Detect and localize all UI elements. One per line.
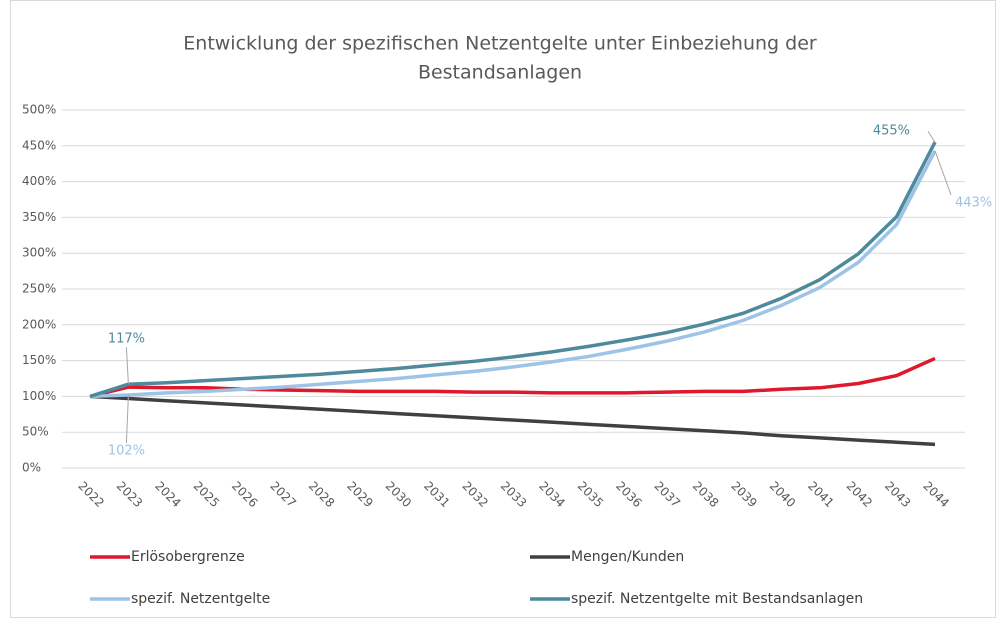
y-tick-label: 150%	[22, 353, 56, 367]
series-line	[89, 394, 936, 447]
y-tick-label: 100%	[22, 389, 56, 403]
y-tick-label: 450%	[22, 138, 56, 152]
leader-line	[934, 150, 952, 195]
chart-frame	[10, 0, 996, 618]
legend-label: Mengen/Kunden	[571, 549, 684, 565]
chart-title: Entwicklung der spezifischen Netzentgelt…	[183, 33, 817, 55]
y-tick-label: 300%	[22, 246, 56, 260]
chart-title: Bestandsanlagen	[418, 62, 582, 84]
legend-label: Erlösobergrenze	[131, 549, 245, 565]
y-tick-label: 50%	[22, 425, 49, 439]
leader-line	[125, 394, 129, 443]
data-label: 455%	[873, 124, 910, 139]
data-label: 443%	[955, 195, 992, 210]
legend-label: spezif. Netzentgelte mit Bestandsanlagen	[571, 591, 863, 607]
y-tick-label: 200%	[22, 317, 56, 331]
y-tick-label: 350%	[22, 210, 56, 224]
y-tick-label: 0%	[22, 461, 41, 475]
y-tick-label: 250%	[22, 282, 56, 296]
legend-label: spezif. Netzentgelte	[131, 591, 270, 607]
y-tick-label: 500%	[22, 103, 56, 117]
series-line	[89, 141, 937, 399]
series-line	[89, 150, 937, 399]
data-label: 117%	[108, 332, 145, 347]
data-label: 102%	[108, 443, 145, 458]
y-tick-label: 400%	[22, 174, 56, 188]
leader-line	[125, 347, 129, 385]
leader-line	[927, 130, 936, 143]
